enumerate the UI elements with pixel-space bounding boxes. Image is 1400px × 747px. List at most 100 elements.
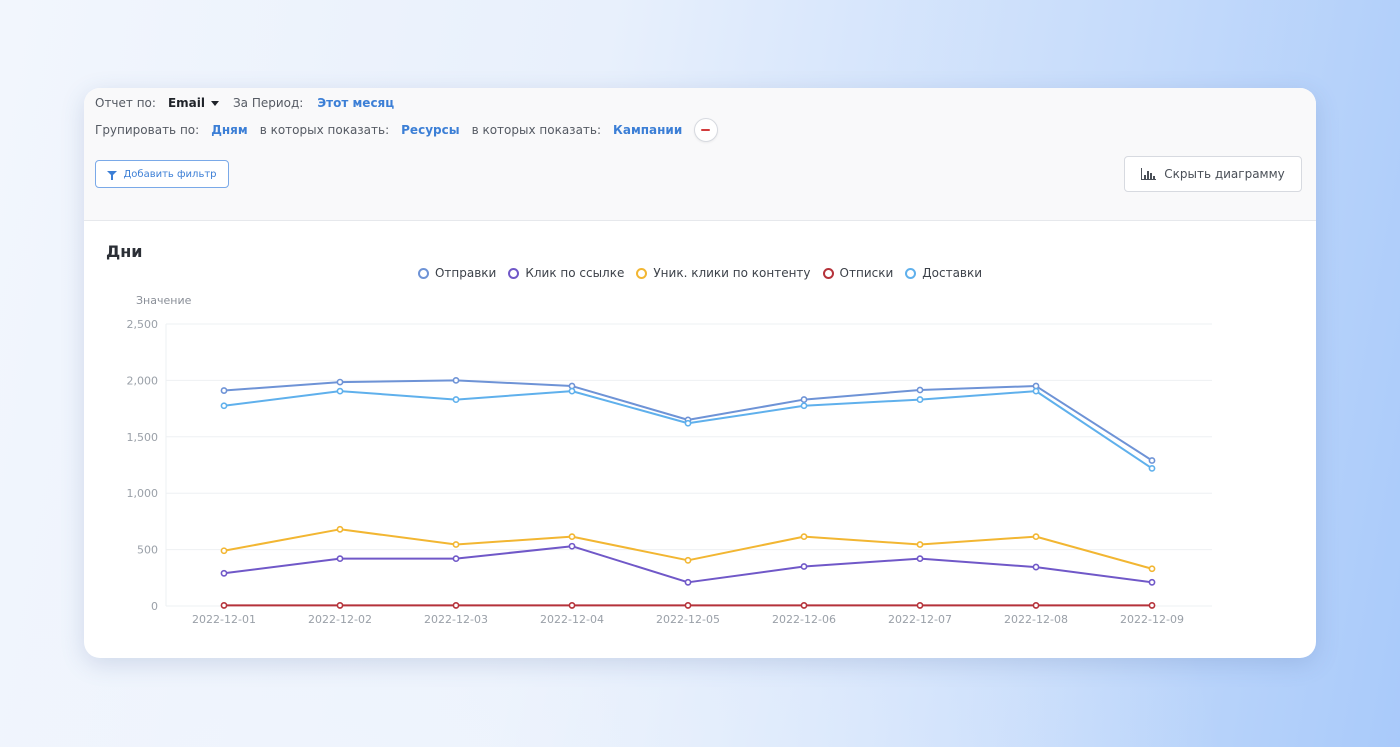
- y-tick-label: 0: [151, 600, 158, 613]
- data-point: [916, 396, 924, 403]
- legend-label: Клик по ссылке: [525, 266, 625, 280]
- data-point: [568, 387, 576, 395]
- report-by-select[interactable]: Email: [167, 96, 205, 110]
- data-point: [336, 555, 344, 563]
- show-label-1: в которых показать:: [259, 123, 390, 137]
- data-point: [800, 602, 808, 609]
- legend-label: Уник. клики по контенту: [653, 266, 811, 280]
- series-line-5: [223, 390, 1153, 470]
- legend-marker-icon: [508, 267, 520, 279]
- data-point: [684, 602, 692, 609]
- group-select[interactable]: Дням: [211, 123, 248, 137]
- data-point: [336, 602, 344, 609]
- data-point: [684, 419, 692, 427]
- period-label: За Период:: [232, 96, 304, 110]
- data-point: [800, 396, 808, 403]
- data-point: [800, 563, 808, 570]
- x-tick-label: 2022-12-04: [540, 613, 604, 626]
- line-chart: 0 500 1,000 1,500 2,000 2,500 2022-12-01 2022-1…: [127, 318, 1212, 626]
- data-point: [220, 387, 228, 394]
- add-filter-label: Добавить фильтр: [123, 168, 217, 180]
- data-point: [1148, 578, 1156, 586]
- y-tick-label: 2,000: [127, 374, 159, 387]
- legend-label: Отправки: [434, 266, 497, 280]
- data-point: [568, 602, 576, 609]
- show-select-campaigns[interactable]: Кампании: [613, 123, 683, 137]
- x-tick-label: 2022-12-02: [308, 613, 372, 626]
- chevron-down-icon[interactable]: [210, 101, 219, 106]
- x-tick-label: 2022-12-01: [192, 613, 256, 626]
- hide-chart-button[interactable]: Скрыть диаграмму: [1124, 156, 1302, 192]
- y-axis-label: Значение: [136, 294, 192, 307]
- legend-marker-icon: [636, 267, 648, 279]
- x-tick-label: 2022-12-03: [424, 613, 488, 626]
- data-point: [1148, 565, 1156, 573]
- chart-legend: Отправки Клик по ссылке Уник. клики по кон…: [84, 266, 1316, 280]
- data-point: [568, 542, 576, 550]
- x-tick-label: 2022-12-05: [656, 613, 720, 626]
- legend-item[interactable]: Клик по ссылке: [508, 266, 624, 280]
- data-point: [452, 555, 460, 563]
- y-tick-label: 1,000: [127, 487, 159, 500]
- data-point: [1032, 533, 1040, 541]
- group-label: Групировать по:: [95, 123, 200, 137]
- legend-marker-icon: [822, 267, 834, 279]
- legend-label: Отписки: [839, 266, 894, 280]
- data-point: [916, 541, 924, 548]
- legend-item[interactable]: Отписки: [822, 266, 894, 280]
- legend-item[interactable]: Доставки: [905, 266, 982, 280]
- report-row-primary: Отчет по: Email За Период: Этот месяц: [95, 95, 394, 111]
- add-filter-button[interactable]: Добавить фильтр: [95, 160, 229, 188]
- data-point: [220, 602, 228, 609]
- data-point: [1148, 457, 1156, 464]
- x-tick-label: 2022-12-06: [772, 613, 836, 626]
- y-tick-label: 1,500: [127, 431, 159, 444]
- minus-icon[interactable]: [694, 118, 719, 142]
- legend-item[interactable]: Отправки: [417, 266, 497, 280]
- x-tick-label: 2022-12-09: [1120, 613, 1184, 626]
- show-label-2: в которых показать:: [471, 123, 602, 137]
- data-point: [452, 541, 460, 548]
- data-point: [336, 525, 344, 533]
- data-point: [1148, 602, 1156, 609]
- data-point: [452, 376, 460, 384]
- hide-chart-label: Скрыть диаграмму: [1164, 167, 1285, 181]
- data-point: [1148, 464, 1156, 472]
- data-point: [916, 555, 924, 563]
- data-point: [916, 386, 924, 394]
- legend-label: Доставки: [922, 266, 983, 280]
- data-point: [800, 402, 808, 410]
- legend-item[interactable]: Уник. клики по контенту: [636, 266, 811, 280]
- data-point: [452, 396, 460, 403]
- data-point: [1032, 563, 1040, 571]
- legend-marker-icon: [417, 267, 429, 279]
- data-point: [684, 578, 692, 586]
- data-point: [568, 533, 576, 541]
- show-select-resources[interactable]: Ресурсы: [401, 123, 460, 137]
- report-by-label: Отчет по:: [95, 96, 156, 110]
- chart-title: Дни: [106, 242, 143, 261]
- data-point: [336, 387, 344, 395]
- data-point: [452, 602, 460, 609]
- report-row-grouping: Групировать по: Дням в которых показать:…: [95, 118, 719, 142]
- series-line-2: [223, 545, 1153, 584]
- bar-chart-icon: [1141, 168, 1157, 180]
- report-toolbar: Отчет по: Email За Период: Этот месяц Гр…: [84, 88, 1316, 221]
- data-point: [220, 402, 228, 410]
- data-point: [220, 547, 228, 555]
- data-point: [1032, 387, 1040, 395]
- data-point: [220, 569, 228, 577]
- legend-marker-icon: [905, 267, 917, 279]
- x-tick-label: 2022-12-08: [1004, 613, 1068, 626]
- report-card: Отчет по: Email За Период: Этот месяц Гр…: [84, 88, 1316, 658]
- data-point: [336, 378, 344, 386]
- data-point: [800, 533, 808, 541]
- data-point: [684, 556, 692, 564]
- filter-icon: [107, 170, 118, 180]
- data-point: [1032, 602, 1040, 609]
- period-select[interactable]: Этот месяц: [317, 96, 395, 110]
- data-point: [916, 602, 924, 609]
- x-tick-label: 2022-12-07: [888, 613, 952, 626]
- y-tick-label: 500: [137, 544, 158, 557]
- y-tick-label: 2,500: [127, 318, 159, 331]
